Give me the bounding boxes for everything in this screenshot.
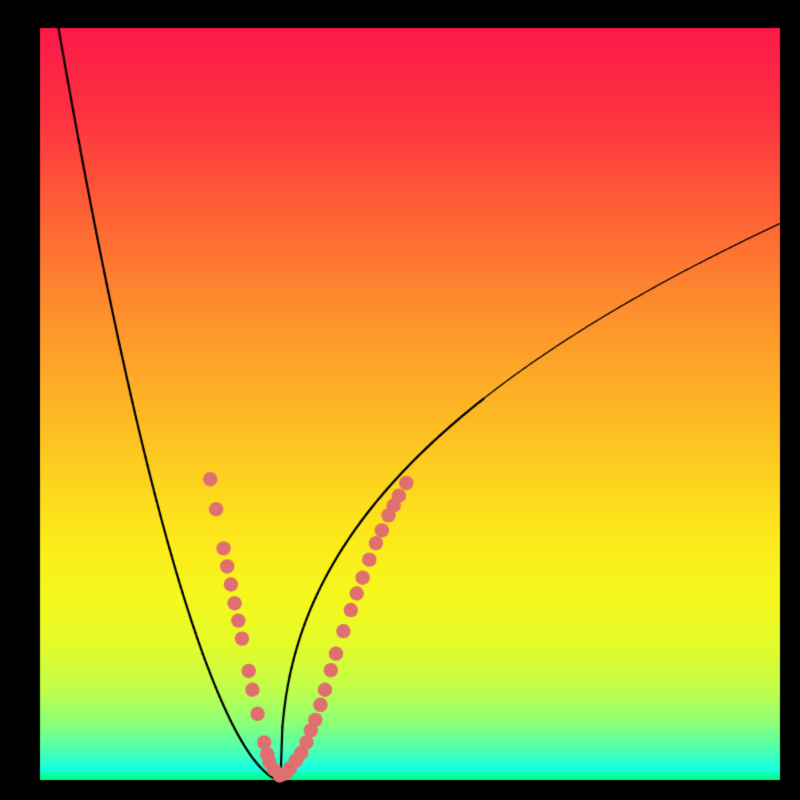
stage: TheBottleneck.com xyxy=(0,0,800,800)
curve-markers xyxy=(0,0,800,800)
